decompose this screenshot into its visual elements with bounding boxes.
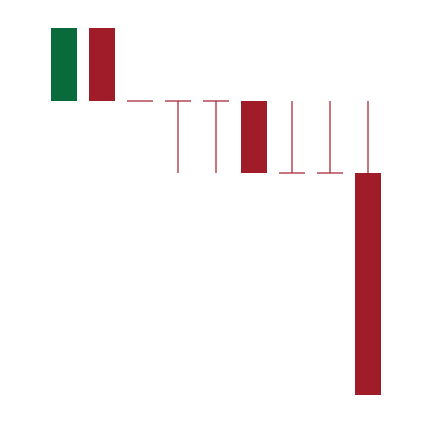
- candle-body: [127, 100, 153, 102]
- candle-body: [317, 172, 343, 174]
- candle-body: [165, 100, 191, 102]
- candle-body: [51, 28, 77, 101]
- candle-body: [89, 28, 115, 101]
- candle-body: [279, 172, 305, 174]
- candle-body: [241, 101, 267, 173]
- candle-body: [355, 173, 381, 395]
- candle-body: [203, 100, 229, 102]
